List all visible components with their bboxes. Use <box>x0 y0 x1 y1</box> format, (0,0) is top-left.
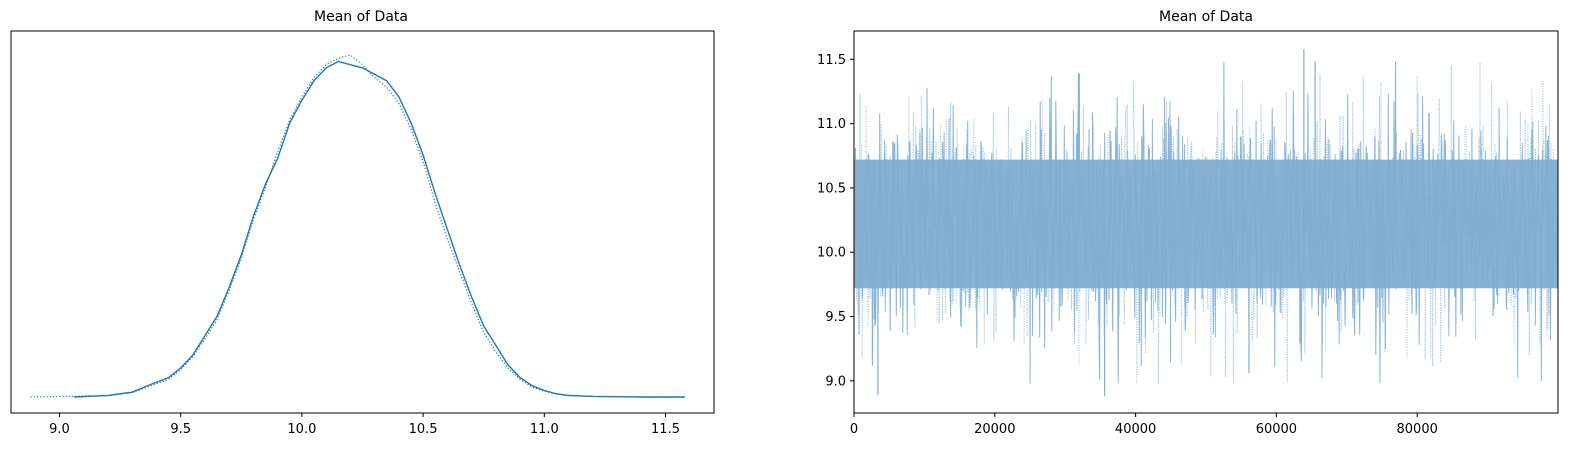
trace-y-tick-label: 9.5 <box>825 310 846 325</box>
trace-y-tick-label: 9.0 <box>825 374 846 389</box>
density-x-tick-label: 10.5 <box>409 422 438 437</box>
density-x-tick-label: 10.0 <box>287 422 316 437</box>
density-plot-area <box>30 54 685 398</box>
density-title: Mean of Data <box>314 9 408 25</box>
trace-panel: Mean of Data 0 20000 40000 60000 80000 9.09.… <box>817 9 1559 437</box>
trace-x-tick-label: 0 <box>850 422 858 437</box>
density-axes-frame <box>10 30 715 414</box>
trace-x-tick-label: 20000 <box>974 422 1015 437</box>
density-series-solid <box>73 60 685 398</box>
trace-dense-band <box>854 159 1558 289</box>
density-x-tick-label: 11.5 <box>651 422 680 437</box>
density-x-tick-label: 11.0 <box>530 422 559 437</box>
trace-y-tick-label: 11.0 <box>817 117 846 132</box>
density-series-dotted <box>30 54 685 398</box>
trace-x-tick-label: 40000 <box>1115 422 1156 437</box>
trace-y-tick-label: 10.0 <box>817 246 846 261</box>
trace-title: Mean of Data <box>1159 9 1253 25</box>
density-x-tick-label: 9.0 <box>49 422 70 437</box>
trace-y-axis: 9.0 9.5 10.0 10.5 11.0 11.5 <box>817 53 854 389</box>
trace-x-axis: 0 20000 40000 60000 80000 <box>850 413 1438 437</box>
density-x-tick-label: 9.5 <box>170 422 191 437</box>
trace-x-tick-label: 80000 <box>1397 422 1438 437</box>
density-panel: Mean of Data 9.0 9.5 10.0 10.5 11.0 11.5 <box>10 9 715 437</box>
trace-x-tick-label: 60000 <box>1256 422 1297 437</box>
trace-plot-area <box>853 49 1559 397</box>
trace-y-tick-label: 10.5 <box>817 181 846 196</box>
trace-y-tick-label: 11.5 <box>817 53 846 68</box>
trace-axes-frame <box>853 30 1559 414</box>
density-x-axis: 9.0 9.5 10.0 10.5 11.0 11.5 <box>49 413 680 437</box>
